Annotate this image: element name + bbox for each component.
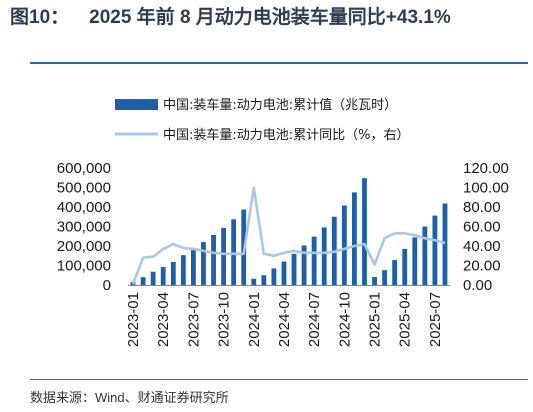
- y-left-tick: 500,000: [57, 180, 111, 197]
- y-right-tick: 20.00: [463, 258, 501, 275]
- bar-2025-08: [442, 203, 448, 285]
- legend: 中国:装车量:动力电池:累计值（兆瓦时） 中国:装车量:动力电池:累计同比（%，右…: [115, 97, 410, 143]
- y-axis-right: 0.00 20.00 40.00 60.00 80.00 100.00 120.00: [463, 160, 509, 294]
- x-tick-label: 2024-07: [306, 292, 323, 347]
- y-right-tick: 60.00: [463, 219, 501, 236]
- legend-swatch-bar: [115, 99, 158, 110]
- y-left-tick: 300,000: [57, 219, 111, 236]
- y-left-tick: 100,000: [57, 258, 111, 275]
- bar-2024-11: [351, 192, 357, 286]
- bar-2023-10: [221, 227, 227, 285]
- bar-2023-02: [140, 277, 146, 285]
- bar-2023-05: [170, 261, 176, 285]
- bar-2025-05: [412, 237, 418, 285]
- y-left-tick: 0: [103, 277, 111, 294]
- bar-2024-02: [261, 275, 267, 285]
- bar-2023-04: [160, 267, 166, 285]
- x-tick-label: 2023-01: [125, 292, 142, 347]
- bar-2023-06: [180, 255, 186, 285]
- source-note: 数据来源：Wind、财通证券研究所: [30, 390, 229, 405]
- x-tick-label: 2024-10: [336, 292, 353, 347]
- x-tick-label: 2023-07: [185, 292, 202, 347]
- y-right-tick: 0.00: [463, 277, 492, 294]
- bar-2024-07: [311, 236, 317, 285]
- footer-divider: [30, 379, 528, 380]
- y-right-tick: 120.00: [463, 160, 509, 177]
- bar-2024-05: [291, 253, 297, 285]
- yoy-line: [131, 186, 446, 285]
- bar-2025-03: [392, 260, 398, 285]
- y-left-tick: 600,000: [57, 160, 111, 177]
- x-tick-label: 2025-07: [427, 292, 444, 347]
- line-series: [131, 186, 446, 285]
- figure-number: 图10：: [10, 7, 70, 28]
- x-tick-label: 2024-04: [276, 292, 293, 347]
- title-divider: [30, 62, 528, 64]
- x-tick-label: 2025-04: [397, 292, 414, 347]
- legend-label-line: 中国:装车量:动力电池:累计同比（%，右）: [163, 127, 410, 143]
- bar-2025-07: [432, 215, 438, 285]
- bar-2024-04: [281, 261, 287, 285]
- figure-title: 图10： 2025 年前 8 月动力电池装车量同比+43.1%: [10, 2, 451, 29]
- bar-2024-03: [271, 268, 277, 285]
- bar-2025-02: [382, 270, 388, 285]
- bar-series: [130, 178, 448, 286]
- x-tick-label: 2023-04: [155, 292, 172, 347]
- bar-2025-06: [422, 226, 428, 285]
- y-right-tick: 40.00: [463, 238, 501, 255]
- figure-title-text: 2025 年前 8 月动力电池装车量同比+43.1%: [89, 7, 451, 28]
- y-right-tick: 80.00: [463, 199, 501, 216]
- x-axis: 2023-01 2023-04 2023-07 2023-10 2024-01 2024-…: [125, 285, 450, 347]
- x-tick-label: 2025-01: [367, 292, 384, 347]
- y-right-tick: 100.00: [463, 180, 509, 197]
- x-tick-label: 2024-01: [246, 292, 263, 347]
- bar-2023-09: [211, 234, 216, 285]
- bar-2023-07: [190, 248, 196, 285]
- bar-2023-11: [231, 219, 237, 285]
- bar-2024-01: [251, 278, 257, 285]
- y-left-tick: 400,000: [57, 199, 111, 216]
- y-left-tick: 200,000: [57, 238, 111, 255]
- bar-2024-12: [362, 178, 367, 285]
- y-axis-left: 0 100,000 200,000 300,000 400,000 500,000 600,…: [57, 160, 111, 294]
- bar-2025-01: [372, 277, 377, 285]
- bar-2023-03: [150, 271, 156, 285]
- legend-label-bar: 中国:装车量:动力电池:累计值（兆瓦时）: [163, 97, 397, 113]
- bar-2024-10: [341, 205, 347, 285]
- bar-2024-06: [301, 245, 307, 285]
- bar-2025-04: [402, 248, 408, 285]
- bar-2023-08: [201, 242, 206, 285]
- x-tick-label: 2023-10: [216, 292, 233, 347]
- bar-2024-08: [321, 227, 327, 285]
